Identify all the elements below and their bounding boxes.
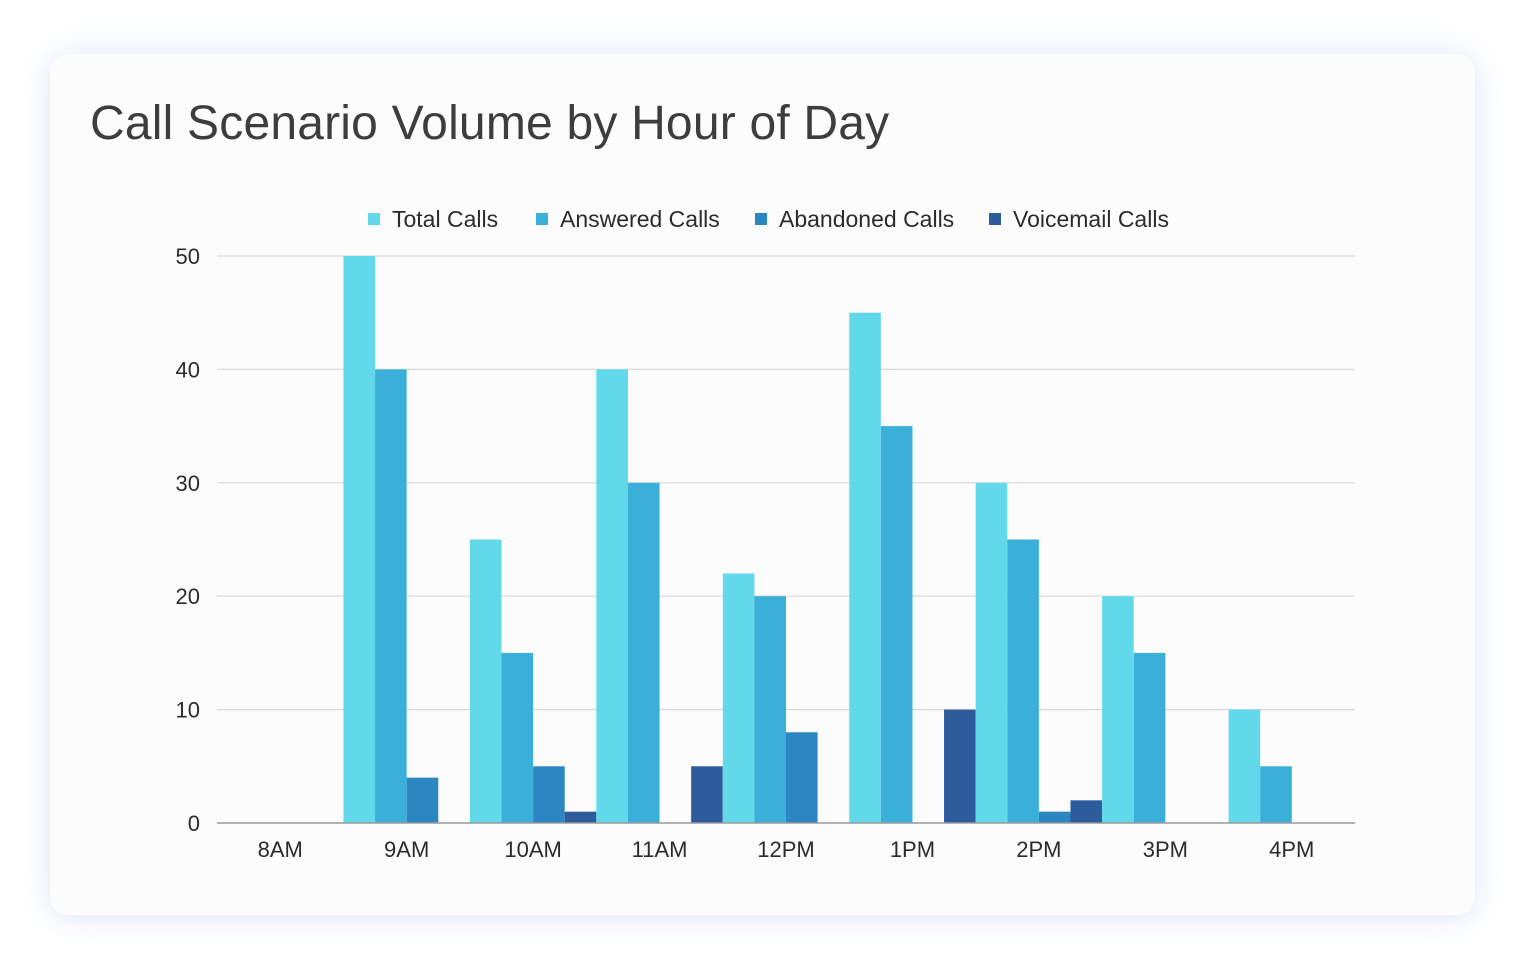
y-tick-label: 0 [188,811,200,836]
legend-label: Abandoned Calls [779,206,954,232]
bar-total-calls-9am [343,256,376,823]
legend-label: Answered Calls [560,206,720,232]
bar-abandoned-calls-12pm [786,732,818,823]
bar-answered-calls-11am [627,482,660,823]
x-tick-label: 9AM [384,837,429,862]
x-tick-label: 2PM [1016,837,1061,862]
legend-label: Voicemail Calls [1013,206,1169,232]
bar-total-calls-12pm [722,573,755,823]
bar-answered-calls-2pm [1007,539,1039,823]
x-tick-label: 4PM [1269,837,1314,862]
chart-title: Call Scenario Volume by Hour of Day [90,97,890,150]
y-tick-label: 20 [176,584,200,609]
legend-label: Total Calls [392,206,498,232]
bar-voicemail-calls-1pm [944,709,976,823]
bar-total-calls-2pm [975,482,1008,823]
x-tick-label: 1PM [890,837,935,862]
bar-chart: 0 10 20 30 40 50 8AM 9AM 10AM 11AM 12PM 1PM 2PM 3PM 4P… [176,206,1355,862]
legend-swatch [368,213,380,225]
bar-total-calls-4pm [1228,709,1261,823]
bar-total-calls-3pm [1102,596,1134,823]
x-tick-label: 11AM [632,837,688,862]
x-tick-label: 8AM [258,837,303,862]
bar-answered-calls-12pm [754,596,786,823]
legend-swatch [755,213,767,225]
bar-answered-calls-4pm [1260,766,1292,823]
bar-abandoned-calls-2pm [1038,811,1071,823]
bar-voicemail-calls-11am [691,766,723,823]
y-tick-label: 10 [176,698,200,723]
bar-total-calls-11am [596,369,628,823]
bar-total-calls-10am [469,539,502,823]
bar-answered-calls-3pm [1133,652,1166,823]
legend-swatch [989,213,1001,225]
y-tick-label: 30 [176,471,200,496]
bar-abandoned-calls-10am [533,766,565,823]
bar-answered-calls-9am [375,369,407,823]
x-tick-label: 10AM [504,837,561,862]
bar-abandoned-calls-9am [406,777,439,823]
chart-card: Call Scenario Volume by Hour of Day 0 10 2… [50,54,1475,915]
x-tick-label: 3PM [1143,837,1188,862]
legend-swatch [536,213,548,225]
bar-answered-calls-10am [501,652,534,823]
y-tick-label: 50 [176,244,200,269]
bar-voicemail-calls-2pm [1070,800,1103,823]
x-tick-label: 12PM [757,837,814,862]
bar-voicemail-calls-10am [564,811,597,823]
y-tick-label: 40 [176,357,200,382]
bar-total-calls-1pm [849,312,881,823]
bar-answered-calls-1pm [880,426,913,823]
